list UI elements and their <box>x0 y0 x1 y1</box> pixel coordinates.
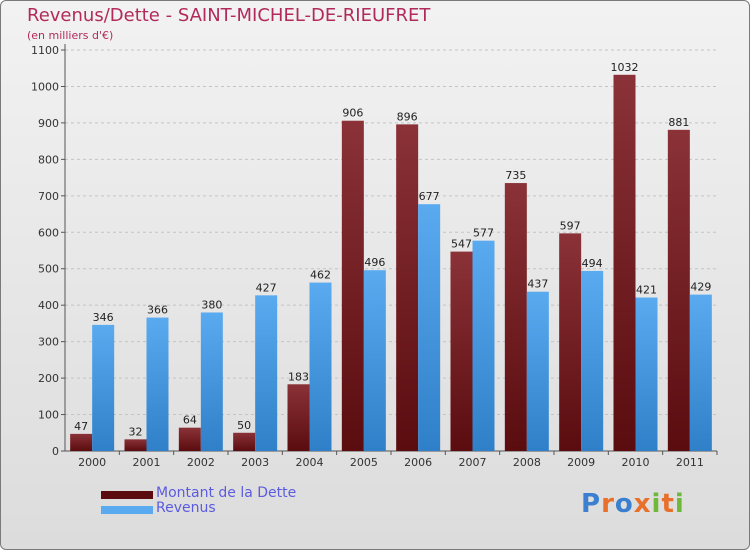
legend-label-debt: Montant de la Dette <box>156 485 297 501</box>
data-label-revenue: 437 <box>527 278 548 291</box>
bar-revenue <box>255 295 278 451</box>
logo-letter: i <box>674 489 685 519</box>
x-tick-label: 2007 <box>459 456 487 469</box>
data-label-revenue: 496 <box>364 256 385 269</box>
data-label-debt: 881 <box>668 116 689 129</box>
y-tick-label: 500 <box>38 263 59 276</box>
bar-revenue <box>635 297 658 451</box>
data-label-debt: 735 <box>505 169 526 182</box>
y-tick-label: 1000 <box>31 80 59 93</box>
x-tick-label: 2008 <box>513 456 541 469</box>
bars <box>70 74 712 452</box>
bar-debt <box>613 74 636 451</box>
x-tick-label: 2011 <box>676 456 704 469</box>
data-label-revenue: 346 <box>93 311 114 324</box>
logo-letter: i <box>651 489 662 519</box>
data-labels: 47 346 32 366 64 380 50 427 183 462 906 496 896 677 54… <box>74 61 711 439</box>
bar-debt <box>396 124 419 451</box>
bar-debt <box>233 432 256 451</box>
logo-letter: o <box>614 489 634 519</box>
bar-revenue <box>472 240 495 451</box>
x-tick-label: 2003 <box>241 456 269 469</box>
bar-revenue <box>689 294 712 451</box>
data-label-debt: 32 <box>129 425 143 438</box>
x-tick-label: 2002 <box>187 456 215 469</box>
y-tick-label: 100 <box>38 409 59 422</box>
bar-revenue <box>92 324 115 451</box>
bar-debt <box>287 384 310 451</box>
bar-revenue <box>581 270 604 451</box>
logo-letter: r <box>601 489 615 519</box>
y-tick-label: 200 <box>38 372 59 385</box>
bar-revenue <box>526 291 549 451</box>
data-label-debt: 597 <box>560 219 581 232</box>
bar-debt <box>124 439 147 451</box>
y-tick-label: 400 <box>38 299 59 312</box>
legend-swatch-revenue <box>101 506 153 514</box>
x-tick-label: 2004 <box>296 456 324 469</box>
y-tick-label: 300 <box>38 336 59 349</box>
data-label-revenue: 429 <box>690 281 711 294</box>
data-label-revenue: 462 <box>310 269 331 282</box>
y-tick-label: 0 <box>52 445 59 458</box>
logo-letter: x <box>633 489 652 519</box>
y-tick-label: 1100 <box>31 44 59 57</box>
x-tick-label: 2010 <box>622 456 650 469</box>
data-label-debt: 1032 <box>611 61 639 74</box>
chart-subtitle: (en milliers d'€) <box>27 29 114 42</box>
logo-letter: P <box>581 489 602 519</box>
data-label-revenue: 366 <box>147 304 168 317</box>
x-tick-label: 2009 <box>567 456 595 469</box>
y-tick-label: 800 <box>38 153 59 166</box>
bar-debt <box>559 233 582 451</box>
data-label-debt: 50 <box>237 419 251 432</box>
legend-label-revenue: Revenus <box>156 500 216 516</box>
bar-debt <box>178 427 201 451</box>
data-label-debt: 896 <box>397 110 418 123</box>
x-tick-label: 2000 <box>78 456 106 469</box>
bar-revenue <box>309 282 332 451</box>
data-label-revenue: 494 <box>582 257 603 270</box>
bar-debt <box>341 120 364 452</box>
bar-debt <box>70 433 93 451</box>
x-tick-label: 2001 <box>133 456 161 469</box>
y-tick-label: 600 <box>38 226 59 239</box>
y-tick-label: 900 <box>38 117 59 130</box>
bar-debt <box>450 251 473 451</box>
data-label-revenue: 380 <box>201 298 222 311</box>
proxiti-logo: Proxiti <box>581 489 685 519</box>
chart-title: Revenus/Dette - SAINT-MICHEL-DE-RIEUFRET <box>27 5 431 26</box>
legend-swatch-debt <box>101 491 153 499</box>
grid <box>65 49 717 416</box>
data-label-revenue: 427 <box>256 281 277 294</box>
bar-revenue <box>200 312 223 451</box>
bar-revenue <box>418 204 441 451</box>
bar-revenue <box>146 317 169 451</box>
data-label-debt: 47 <box>74 420 88 433</box>
axes: 0 100 200 300 400 500 600 700 800 900 1000 1100 2000… <box>31 44 718 469</box>
y-tick-label: 700 <box>38 190 59 203</box>
data-label-revenue: 577 <box>473 227 494 240</box>
data-label-revenue: 677 <box>419 190 440 203</box>
x-tick-label: 2005 <box>350 456 378 469</box>
data-label-debt: 547 <box>451 238 472 251</box>
data-label-debt: 64 <box>183 414 197 427</box>
data-label-debt: 183 <box>288 370 309 383</box>
data-label-revenue: 421 <box>636 284 657 297</box>
bar-debt <box>504 183 527 452</box>
bar-debt <box>667 129 690 451</box>
logo-letter: t <box>661 489 675 519</box>
bar-revenue <box>363 270 386 451</box>
x-tick-label: 2006 <box>404 456 432 469</box>
data-label-debt: 906 <box>342 107 363 120</box>
